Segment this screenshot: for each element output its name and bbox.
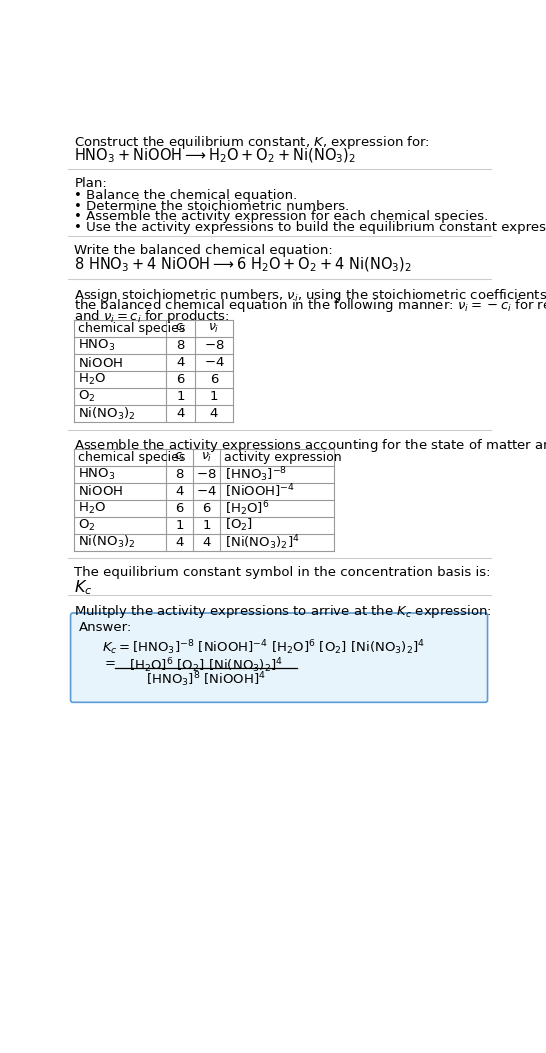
Text: the balanced chemical equation in the following manner: $\nu_i = -c_i$ for react: the balanced chemical equation in the fo… <box>74 297 546 314</box>
Text: 1: 1 <box>176 390 185 403</box>
Text: 1: 1 <box>175 519 183 532</box>
Text: Plan:: Plan: <box>74 177 107 191</box>
Text: $\mathrm{NiOOH}$: $\mathrm{NiOOH}$ <box>78 356 123 370</box>
Text: 4: 4 <box>176 408 185 420</box>
Text: 6: 6 <box>176 373 185 386</box>
Text: Assign stoichiometric numbers, $\nu_i$, using the stoichiometric coefficients, $: Assign stoichiometric numbers, $\nu_i$, … <box>74 286 546 303</box>
Text: $K_c$: $K_c$ <box>74 578 93 597</box>
Text: activity expression: activity expression <box>224 451 342 464</box>
Text: $[\mathrm{HNO_3}]^8\ [\mathrm{NiOOH}]^4$: $[\mathrm{HNO_3}]^8\ [\mathrm{NiOOH}]^4$ <box>146 670 266 689</box>
Text: 6: 6 <box>210 373 218 386</box>
Text: $c_i$: $c_i$ <box>174 451 185 464</box>
Text: 4: 4 <box>175 536 183 549</box>
Text: $-8$: $-8$ <box>204 339 224 353</box>
Text: $[\mathrm{H_2O}]^6\ [\mathrm{O_2}]\ [\mathrm{Ni(NO_3)_2}]^4$: $[\mathrm{H_2O}]^6\ [\mathrm{O_2}]\ [\ma… <box>129 656 283 675</box>
Text: $-4$: $-4$ <box>196 484 217 498</box>
Text: $[\mathrm{Ni(NO_3)_2}]^4$: $[\mathrm{Ni(NO_3)_2}]^4$ <box>225 533 300 552</box>
Text: 8: 8 <box>175 468 183 481</box>
Text: 4: 4 <box>203 536 211 549</box>
Text: $\mathrm{Ni(NO_3)_2}$: $\mathrm{Ni(NO_3)_2}$ <box>78 405 136 421</box>
Text: $\mathrm{HNO_3 + NiOOH \longrightarrow H_2O + O_2 + Ni(NO_3)_2}$: $\mathrm{HNO_3 + NiOOH \longrightarrow H… <box>74 146 357 164</box>
Text: • Determine the stoichiometric numbers.: • Determine the stoichiometric numbers. <box>74 199 349 213</box>
Text: Answer:: Answer: <box>79 621 132 635</box>
Text: chemical species: chemical species <box>78 451 186 464</box>
Text: $\mathrm{NiOOH}$: $\mathrm{NiOOH}$ <box>78 484 123 498</box>
Text: $[\mathrm{HNO_3}]^{-8}$: $[\mathrm{HNO_3}]^{-8}$ <box>225 465 287 483</box>
Text: and $\nu_i = c_i$ for products:: and $\nu_i = c_i$ for products: <box>74 309 230 325</box>
Text: chemical species: chemical species <box>78 322 186 335</box>
Text: $\mathrm{O_2}$: $\mathrm{O_2}$ <box>78 389 96 404</box>
Text: $[\mathrm{H_2O}]^6$: $[\mathrm{H_2O}]^6$ <box>225 499 269 518</box>
Text: Write the balanced chemical equation:: Write the balanced chemical equation: <box>74 244 333 257</box>
Text: $\mathrm{8\ HNO_3 + 4\ NiOOH \longrightarrow 6\ H_2O + O_2 + 4\ Ni(NO_3)_2}$: $\mathrm{8\ HNO_3 + 4\ NiOOH \longrighta… <box>74 256 413 274</box>
Text: 1: 1 <box>203 519 211 532</box>
Text: 6: 6 <box>175 502 183 515</box>
Text: 1: 1 <box>210 390 218 403</box>
Text: $\mathrm{H_2O}$: $\mathrm{H_2O}$ <box>78 372 106 388</box>
Text: $\nu_i$: $\nu_i$ <box>208 322 219 336</box>
Text: $[\mathrm{O_2}]$: $[\mathrm{O_2}]$ <box>225 517 253 533</box>
FancyBboxPatch shape <box>70 613 488 702</box>
Text: $\mathrm{HNO_3}$: $\mathrm{HNO_3}$ <box>78 466 116 482</box>
Text: 4: 4 <box>176 356 185 370</box>
Text: The equilibrium constant symbol in the concentration basis is:: The equilibrium constant symbol in the c… <box>74 567 491 579</box>
Text: $\nu_i$: $\nu_i$ <box>201 451 212 464</box>
Text: Mulitply the activity expressions to arrive at the $K_c$ expression:: Mulitply the activity expressions to arr… <box>74 603 492 620</box>
Text: • Assemble the activity expression for each chemical species.: • Assemble the activity expression for e… <box>74 211 489 223</box>
Text: • Balance the chemical equation.: • Balance the chemical equation. <box>74 188 298 202</box>
Text: $[\mathrm{NiOOH}]^{-4}$: $[\mathrm{NiOOH}]^{-4}$ <box>225 482 295 500</box>
Text: $\mathrm{HNO_3}$: $\mathrm{HNO_3}$ <box>78 338 116 354</box>
Text: $c_i$: $c_i$ <box>175 322 186 336</box>
Text: $-8$: $-8$ <box>196 468 217 481</box>
Text: 4: 4 <box>175 484 183 498</box>
Text: Construct the equilibrium constant, $K$, expression for:: Construct the equilibrium constant, $K$,… <box>74 134 430 151</box>
Text: • Use the activity expressions to build the equilibrium constant expression.: • Use the activity expressions to build … <box>74 221 546 234</box>
Text: $\mathrm{Ni(NO_3)_2}$: $\mathrm{Ni(NO_3)_2}$ <box>78 534 136 551</box>
Text: $K_c = [\mathrm{HNO_3}]^{-8}\ [\mathrm{NiOOH}]^{-4}\ [\mathrm{H_2O}]^6\ [\mathrm: $K_c = [\mathrm{HNO_3}]^{-8}\ [\mathrm{N… <box>102 638 425 657</box>
Text: 8: 8 <box>176 339 185 353</box>
Text: 4: 4 <box>210 408 218 420</box>
Text: $\mathrm{H_2O}$: $\mathrm{H_2O}$ <box>78 501 106 516</box>
Text: 6: 6 <box>203 502 211 515</box>
Text: $=$: $=$ <box>102 655 116 668</box>
Text: Assemble the activity expressions accounting for the state of matter and $\nu_i$: Assemble the activity expressions accoun… <box>74 437 546 455</box>
Text: $\mathrm{O_2}$: $\mathrm{O_2}$ <box>78 518 96 533</box>
Text: $-4$: $-4$ <box>204 356 224 370</box>
